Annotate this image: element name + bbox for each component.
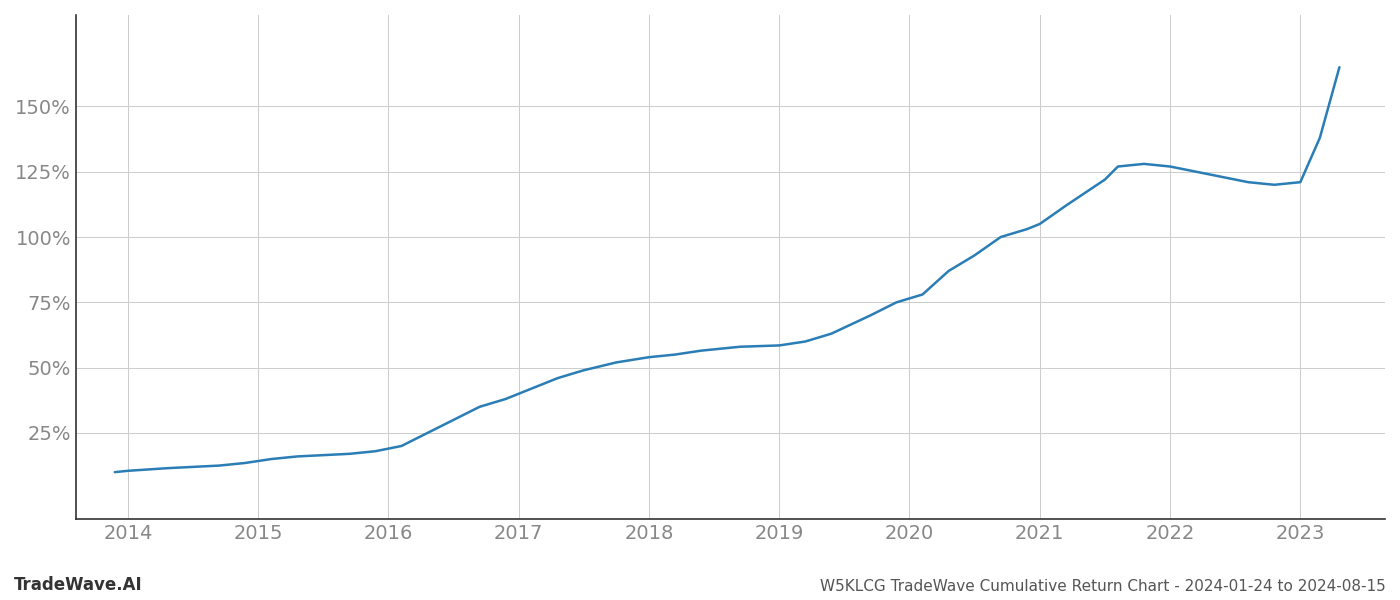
Text: TradeWave.AI: TradeWave.AI xyxy=(14,576,143,594)
Text: W5KLCG TradeWave Cumulative Return Chart - 2024-01-24 to 2024-08-15: W5KLCG TradeWave Cumulative Return Chart… xyxy=(820,579,1386,594)
